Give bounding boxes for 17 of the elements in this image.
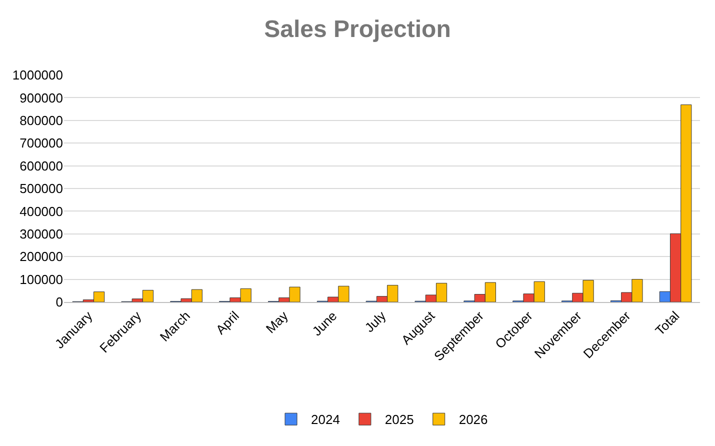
x-tick-label: May — [262, 308, 292, 336]
x-tick-label: July — [362, 308, 390, 336]
legend-label: 2025 — [384, 412, 414, 428]
y-tick-label: 0 — [56, 294, 63, 310]
legend-label: 2024 — [311, 412, 340, 428]
y-tick-label: 200000 — [20, 249, 63, 264]
y-tick-label: 500000 — [20, 181, 63, 196]
y-tick-label: 400000 — [20, 204, 63, 219]
y-tick-label: 1000000 — [12, 68, 63, 83]
y-tick-label: 700000 — [20, 136, 63, 151]
y-tick-label: 600000 — [20, 158, 63, 174]
y-tick-label: 300000 — [20, 226, 63, 242]
legend-label: 2026 — [458, 412, 488, 428]
y-tick-label: 900000 — [20, 90, 63, 106]
chart-title: Sales Projection — [264, 16, 451, 43]
y-tick-label: 800000 — [20, 112, 63, 128]
y-tick-label: 100000 — [20, 272, 63, 287]
